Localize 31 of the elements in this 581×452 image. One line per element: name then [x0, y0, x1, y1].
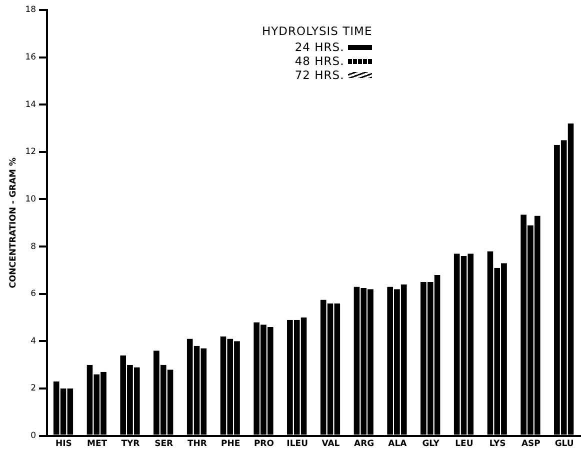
x-tick-label: GLU — [554, 439, 574, 450]
y-tick-label: 6 — [30, 289, 36, 300]
y-tick-label: 10 — [25, 194, 36, 204]
y-tick-label: 18 — [25, 5, 36, 16]
y-axis-title: CONCENTRATION - GRAM % — [8, 157, 18, 288]
x-tick-label: VAL — [322, 439, 340, 450]
x-tick-label: LYS — [489, 439, 506, 450]
legend-label: 24 HRS. — [294, 40, 344, 54]
legend-label: 48 HRS. — [294, 54, 344, 68]
x-tick-label: PRO — [254, 439, 274, 450]
x-tick-label: ASP — [521, 439, 540, 450]
y-tick-label: 16 — [25, 52, 36, 63]
x-tick-label: GLY — [422, 439, 440, 450]
x-tick-label: LEU — [455, 439, 474, 450]
x-tick-label: ARG — [354, 439, 374, 450]
y-tick-label: 2 — [30, 384, 36, 394]
x-tick-label: TYR — [121, 439, 140, 450]
x-tick-label: ILEU — [286, 439, 308, 450]
y-tick-label: 14 — [25, 100, 36, 110]
y-tick-label: 12 — [25, 147, 36, 158]
x-tick-label: PHE — [220, 439, 240, 450]
legend-title: HYDROLYSIS TIME — [262, 24, 372, 38]
x-tick-label: MET — [87, 439, 108, 450]
y-tick-label: 4 — [30, 336, 36, 346]
y-tick-label: 8 — [30, 242, 36, 252]
legend-label: 72 HRS. — [294, 68, 344, 82]
x-tick-label: THR — [187, 439, 208, 450]
x-tick-label: HIS — [56, 439, 72, 450]
x-tick-label: ALA — [388, 439, 408, 450]
x-tick-label: SER — [154, 439, 174, 450]
y-tick-label: 0 — [30, 431, 36, 442]
